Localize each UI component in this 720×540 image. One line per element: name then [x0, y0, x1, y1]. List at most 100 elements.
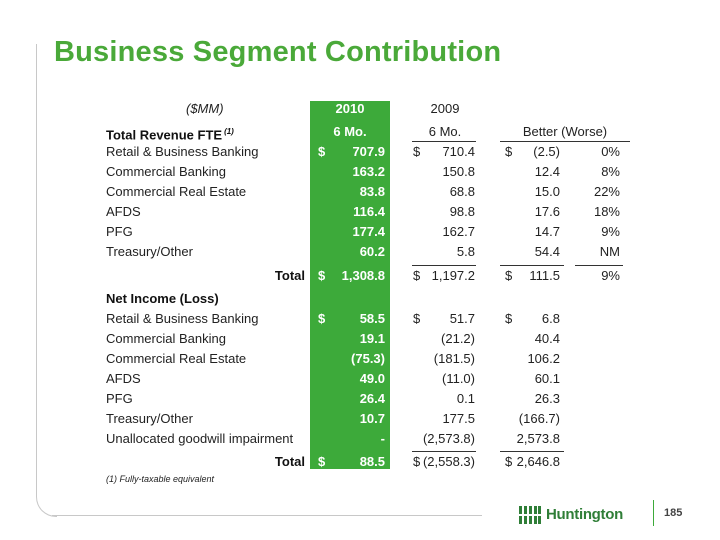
header-better-worse: Better (Worse)	[522, 124, 608, 139]
footnote: (1) Fully-taxable equivalent	[106, 474, 215, 484]
net-income-total-rule-diff	[500, 451, 564, 452]
header-underline-diff	[500, 141, 630, 142]
net-income-row-value-2010: 19.1	[359, 331, 385, 346]
revenue-row-value-diff: (2.5)	[533, 144, 560, 159]
slide-frame-bottom	[52, 515, 482, 516]
revenue-total-value-diff: 111.5	[529, 268, 560, 283]
net-income-row-value-diff: 60.1	[534, 371, 560, 386]
net-income-total-rule-2009	[412, 451, 476, 452]
revenue-total-dollar-2010: $	[318, 268, 326, 283]
net-income-total-value-2009: (2,558.3)	[422, 454, 475, 469]
net-income-total-value-2010: 88.5	[359, 454, 385, 469]
revenue-row-value-2009: 710.4	[442, 144, 475, 159]
net-income-row-value-2010: 49.0	[359, 371, 385, 386]
revenue-row-value-pct: NM	[599, 244, 620, 259]
revenue-row-value-pct: 0%	[601, 144, 620, 159]
revenue-row-label: AFDS	[106, 204, 141, 219]
net-income-row-label: AFDS	[106, 371, 141, 386]
revenue-row-value-diff: 17.6	[534, 204, 560, 219]
net-income-total-label: Total	[274, 454, 305, 469]
revenue-row-value-2009: 5.8	[456, 244, 475, 259]
net-income-row-value-2010: -	[380, 431, 385, 446]
revenue-row-value-2010: 707.9	[352, 144, 385, 159]
revenue-total-dollar-diff: $	[505, 268, 513, 283]
highlight-column-2010	[310, 101, 390, 469]
revenue-row-value-pct: 8%	[601, 164, 620, 179]
revenue-row-label: Treasury/Other	[106, 244, 193, 259]
revenue-row-value-pct: 22%	[593, 184, 620, 199]
header-2010-period: 6 Mo.	[333, 124, 367, 139]
net-income-row-label: Unallocated goodwill impairment	[106, 431, 294, 446]
revenue-section-header: Total Revenue FTE (1)	[106, 127, 234, 143]
revenue-row-value-diff: 15.0	[534, 184, 560, 199]
net-income-row-label: Commercial Banking	[106, 331, 226, 346]
header-2009-year: 2009	[430, 101, 460, 116]
slide-title: Business Segment Contribution	[54, 36, 502, 68]
net-income-row-value-2010: 26.4	[359, 391, 385, 406]
footnote-marker: (1)	[224, 127, 234, 136]
net-income-row-label: Commercial Real Estate	[106, 351, 247, 366]
net-income-row-label: PFG	[106, 391, 133, 406]
slide-frame-left	[36, 44, 57, 517]
net-income-total-dollar-2010: $	[318, 454, 326, 469]
revenue-row-dollar-2010: $	[318, 144, 326, 159]
revenue-total-label: Total	[274, 268, 305, 283]
net-income-total-value-diff: 2,646.8	[516, 454, 560, 469]
revenue-row-value-2010: 177.4	[352, 224, 385, 239]
revenue-row-value-2010: 83.8	[359, 184, 385, 199]
revenue-row-label: Commercial Real Estate	[106, 184, 247, 199]
revenue-row-value-2010: 163.2	[352, 164, 385, 179]
header-underline-2009	[412, 141, 476, 142]
revenue-total-rule-diff	[500, 265, 564, 266]
revenue-row-value-2009: 98.8	[449, 204, 475, 219]
net-income-row-dollar-diff: $	[505, 311, 513, 326]
net-income-row-label: Treasury/Other	[106, 411, 193, 426]
revenue-row-value-2010: 60.2	[359, 244, 385, 259]
net-income-row-value-2010: 10.7	[359, 411, 385, 426]
net-income-section-header: Net Income (Loss)	[106, 291, 219, 306]
revenue-row-label: Commercial Banking	[106, 164, 226, 179]
net-income-row-dollar-2010: $	[318, 311, 326, 326]
revenue-row-value-diff: 12.4	[534, 164, 560, 179]
net-income-row-value-2009: 177.5	[442, 411, 475, 426]
revenue-total-value-pct: 9%	[601, 268, 620, 283]
net-income-row-value-2009: (2,573.8)	[422, 431, 475, 446]
net-income-total-dollar-2009: $	[413, 454, 421, 469]
huntington-logo-icon	[519, 506, 541, 524]
logo-text: Huntington	[546, 506, 623, 523]
revenue-row-value-pct: 9%	[601, 224, 620, 239]
revenue-row-value-diff: 14.7	[534, 224, 560, 239]
net-income-row-value-diff: 6.8	[541, 311, 560, 326]
revenue-row-dollar-2009: $	[413, 144, 421, 159]
net-income-row-value-2009: (21.2)	[441, 331, 475, 346]
revenue-row-value-pct: 18%	[593, 204, 620, 219]
revenue-row-dollar-diff: $	[505, 144, 513, 159]
net-income-row-value-diff: 2,573.8	[516, 431, 560, 446]
revenue-row-value-diff: 54.4	[534, 244, 560, 259]
header-2009-period: 6 Mo.	[428, 124, 462, 139]
revenue-total-rule-pct	[575, 265, 623, 266]
net-income-row-value-diff: 106.2	[527, 351, 560, 366]
revenue-row-value-2010: 116.4	[353, 204, 385, 219]
net-income-row-value-2010: (75.3)	[351, 351, 385, 366]
revenue-row-value-2009: 150.8	[442, 164, 475, 179]
net-income-row-value-diff: 40.4	[534, 331, 560, 346]
net-income-total-dollar-diff: $	[505, 454, 513, 469]
revenue-total-dollar-2009: $	[413, 268, 421, 283]
net-income-row-value-2009: 51.7	[449, 311, 475, 326]
units-label: ($MM)	[186, 101, 224, 116]
revenue-row-label: PFG	[106, 224, 133, 239]
net-income-row-label: Retail & Business Banking	[106, 311, 259, 326]
revenue-total-value-2009: 1,197.2	[431, 268, 475, 283]
revenue-row-value-2009: 162.7	[442, 224, 475, 239]
revenue-row-value-2009: 68.8	[449, 184, 475, 199]
net-income-row-value-2009: (11.0)	[442, 371, 475, 386]
revenue-total-value-2010: 1,308.8	[341, 268, 385, 283]
net-income-row-value-2009: 0.1	[456, 391, 475, 406]
page-number: 185	[664, 507, 683, 519]
net-income-row-value-2009: (181.5)	[433, 351, 475, 366]
footer-separator	[653, 500, 654, 526]
huntington-logo: Huntington	[519, 504, 639, 526]
net-income-row-value-2010: 58.5	[359, 311, 385, 326]
revenue-total-rule-2009	[412, 265, 476, 266]
